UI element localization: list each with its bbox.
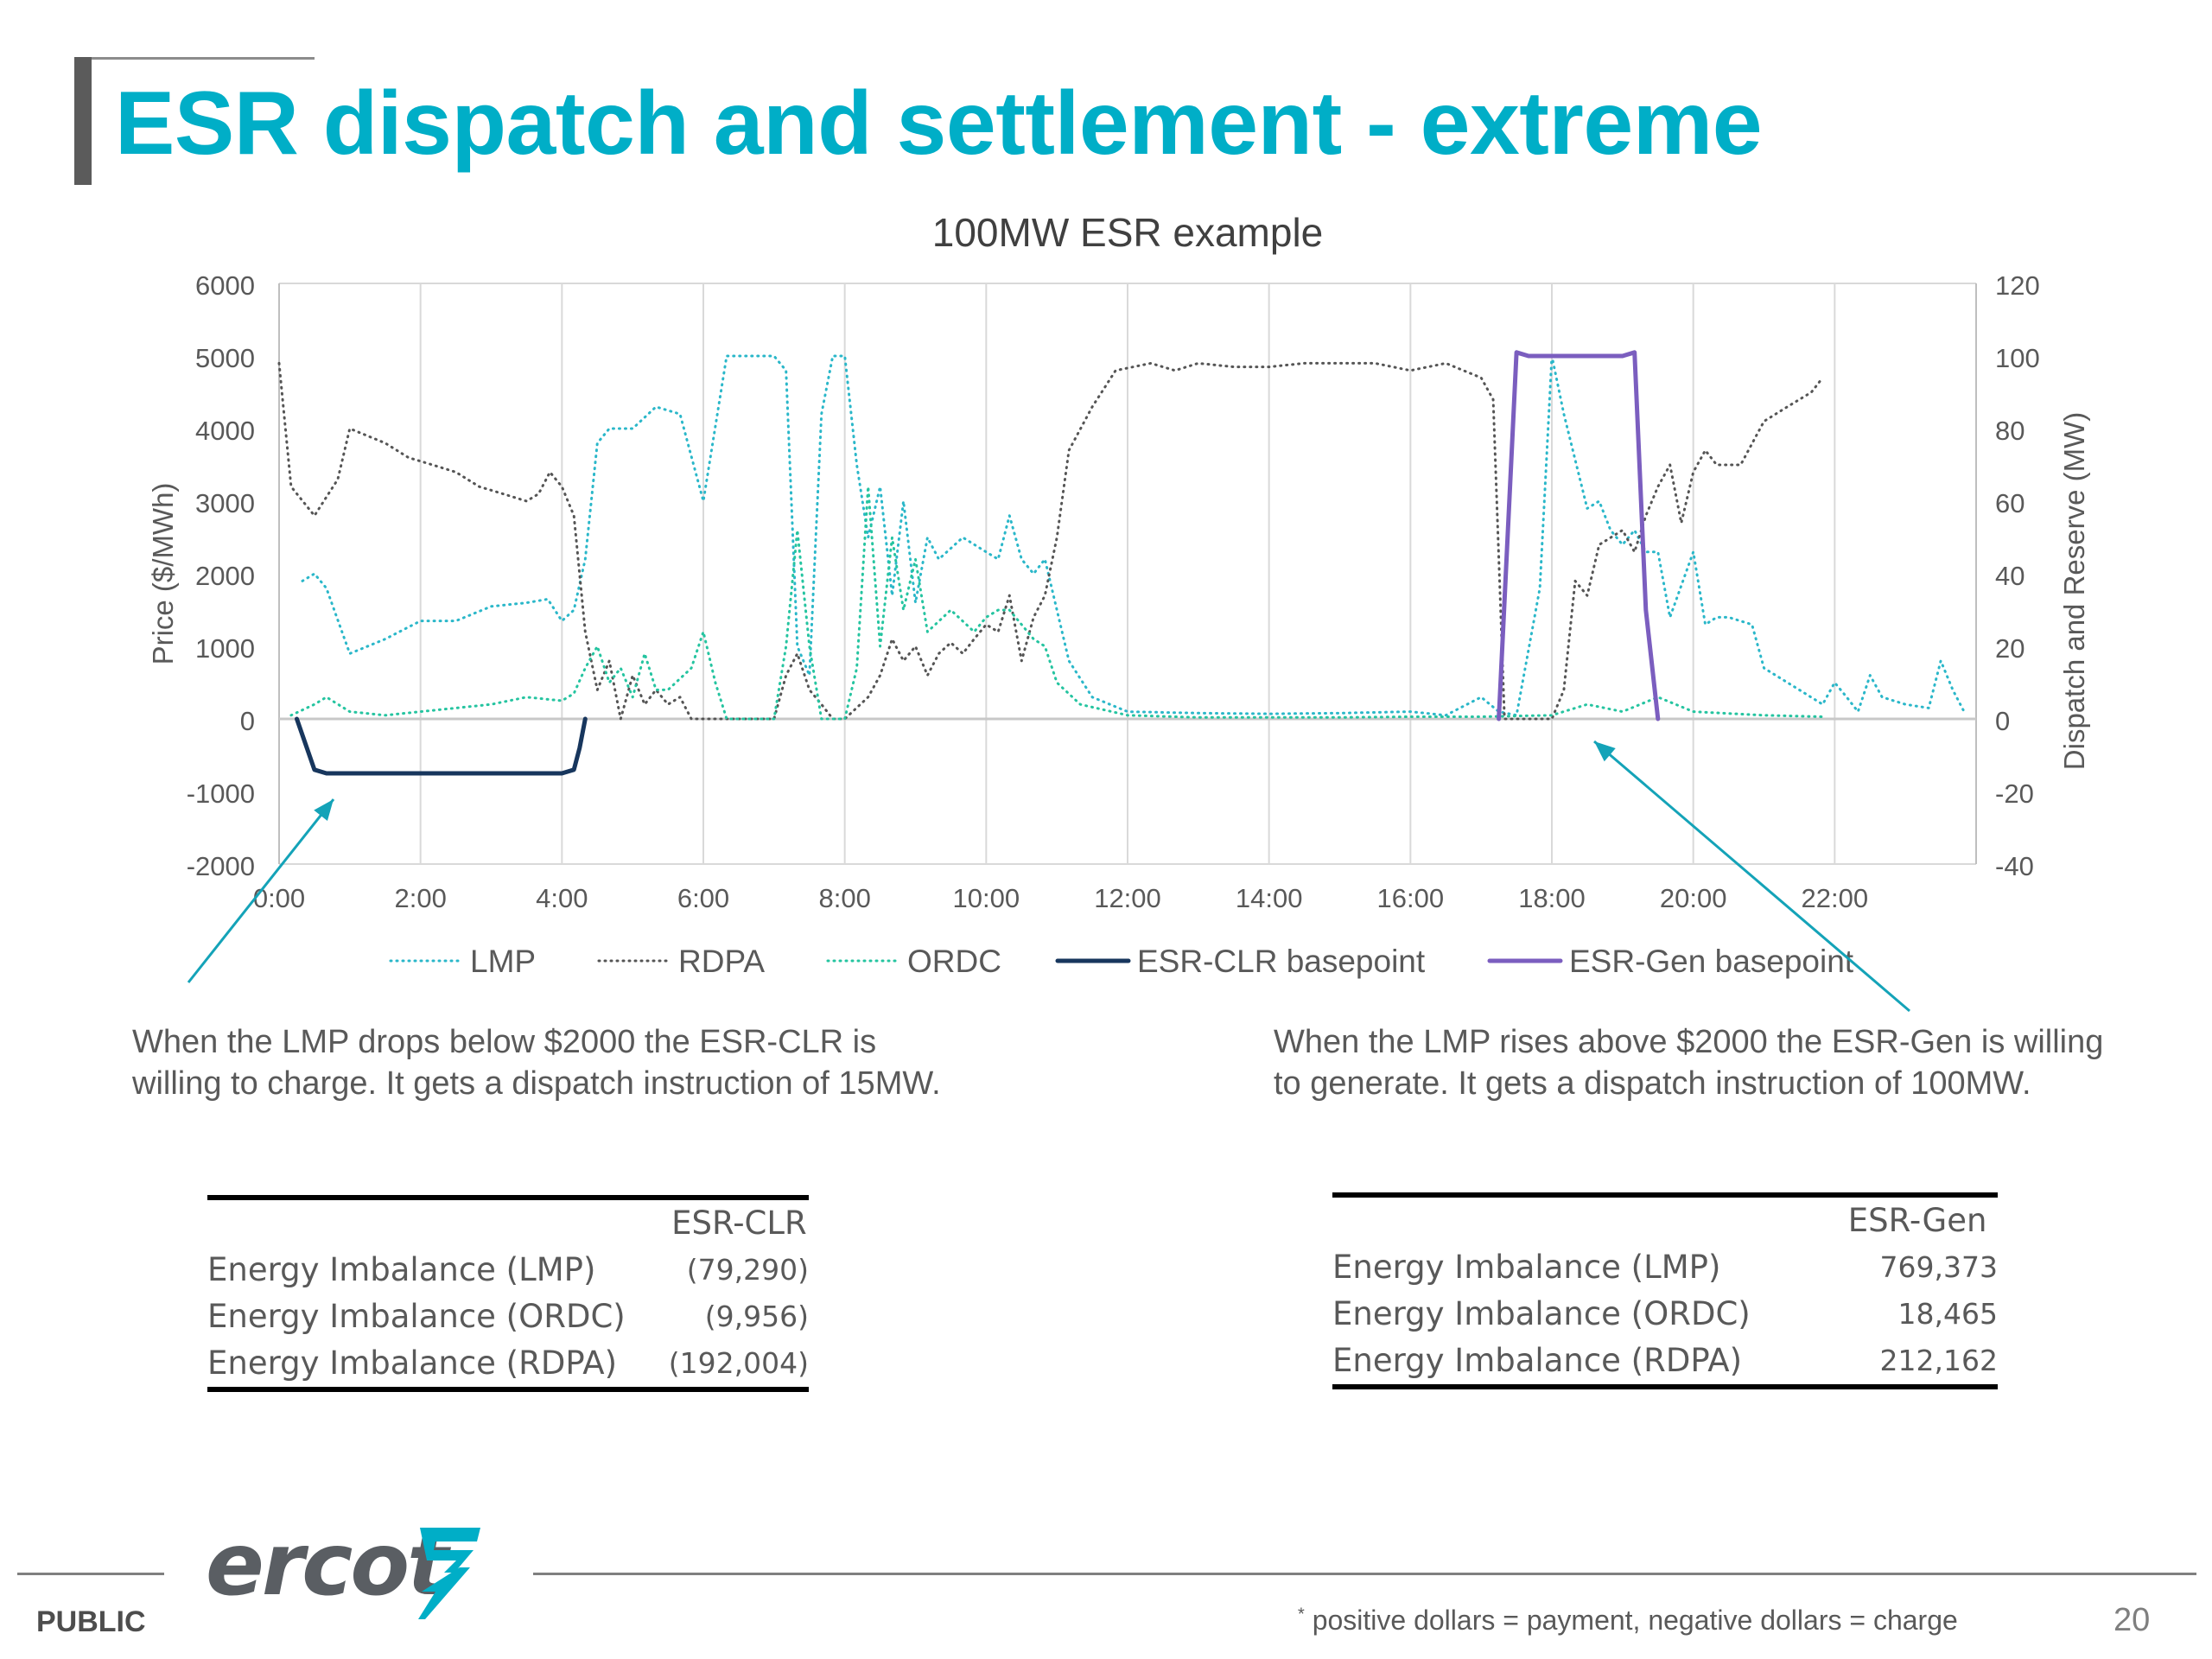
y2-tick-label: 120: [1995, 270, 2040, 301]
footer-classification: PUBLIC: [36, 1605, 146, 1638]
y2-tick-label: -40: [1995, 851, 2034, 881]
legend-label: ESR-CLR basepoint: [1137, 944, 1426, 979]
table-header-row: ESR-Gen: [1332, 1195, 1998, 1244]
legend-label: ESR-Gen basepoint: [1569, 944, 1854, 979]
y-tick-label: -1000: [187, 779, 255, 809]
x-tick-label: 20:00: [1660, 883, 1727, 913]
table-row: Energy Imbalance (ORDC) 18,465: [1332, 1291, 1998, 1338]
legend-label: LMP: [470, 944, 536, 979]
series-line-ordc: [289, 485, 1824, 721]
callout-arrow-right-head: [1594, 741, 1616, 762]
y2-tick-label: 40: [1995, 561, 2024, 591]
y2-axis-label: Dispatch and Reserve (MW): [2058, 412, 2090, 770]
series-line-esr-clr-basepoint: [295, 716, 588, 776]
annotation-left: When the LMP drops below $2000 the ESR-C…: [132, 1021, 941, 1104]
table-row: Energy Imbalance (LMP) 769,373: [1332, 1244, 1998, 1291]
esr-clr-settlement-table: ESR-CLR Energy Imbalance (LMP) (79,290) …: [207, 1195, 809, 1392]
y2-tick-label: 20: [1995, 633, 2024, 664]
row-label: Energy Imbalance (LMP): [207, 1251, 596, 1288]
callout-arrow-left-head: [314, 799, 334, 822]
annotation-right: When the LMP rises above $2000 the ESR-G…: [1274, 1021, 2103, 1104]
x-tick-label: 0:00: [253, 883, 305, 913]
table-header-row: ESR-CLR: [207, 1198, 809, 1247]
title-accent-bar: [74, 57, 92, 185]
row-value: (192,004): [668, 1346, 809, 1380]
slide-title: ESR dispatch and settlement - extreme: [115, 73, 1763, 174]
row-value: 18,465: [1897, 1297, 1998, 1331]
x-tick-label: 8:00: [818, 883, 870, 913]
row-value: (9,956): [704, 1300, 809, 1333]
table-row: Energy Imbalance (RDPA) (192,004): [207, 1340, 809, 1389]
series-line-esr-gen-basepoint: [1497, 350, 1661, 721]
chart-title: 100MW ESR example: [932, 210, 1324, 255]
title-rule: [74, 57, 315, 60]
callout-arrow-right: [1593, 740, 1910, 1013]
y-tick-label: 1000: [195, 633, 255, 664]
table-column-header: ESR-CLR: [671, 1205, 807, 1242]
x-tick-label: 12:00: [1094, 883, 1161, 913]
y-tick-label: 0: [240, 706, 255, 736]
ercot-logo-mark-icon: [418, 1528, 480, 1619]
table-header-spacer: [207, 1198, 635, 1247]
y2-tick-label: 60: [1995, 488, 2024, 518]
y-tick-label: 3000: [195, 488, 255, 518]
x-tick-label: 16:00: [1377, 883, 1445, 913]
y2-tick-label: 100: [1995, 343, 2040, 373]
y2-tick-label: -20: [1995, 779, 2034, 809]
annotation-left-line-2: willing to charge. It gets a dispatch in…: [132, 1065, 941, 1102]
ercot-logo: ercot: [206, 1514, 448, 1615]
table-header-spacer: [1332, 1195, 1802, 1244]
row-label: Energy Imbalance (ORDC): [1332, 1295, 1751, 1332]
y2-tick-label: 0: [1995, 706, 2010, 736]
legend-label: ORDC: [907, 944, 1001, 979]
row-label: Energy Imbalance (LMP): [1332, 1249, 1721, 1286]
footnote: * positive dollars = payment, negative d…: [1298, 1605, 1958, 1637]
x-tick-label: 2:00: [394, 883, 446, 913]
row-label: Energy Imbalance (RDPA): [207, 1344, 618, 1382]
row-value: 769,373: [1879, 1250, 1998, 1284]
table-row: Energy Imbalance (ORDC) (9,956): [207, 1294, 809, 1340]
footnote-text: positive dollars = payment, negative dol…: [1304, 1605, 1958, 1636]
footer-rule-right: [533, 1573, 2196, 1575]
footer-rule-left: [17, 1573, 164, 1575]
footnote-mark: *: [1298, 1605, 1305, 1624]
x-tick-label: 18:00: [1518, 883, 1586, 913]
y-tick-label: 4000: [195, 416, 255, 446]
y-tick-label: 5000: [195, 343, 255, 373]
annotation-right-line-2: to generate. It gets a dispatch instruct…: [1274, 1065, 2031, 1102]
callout-arrow-left: [187, 798, 335, 983]
x-tick-label: 10:00: [953, 883, 1020, 913]
table-row: Energy Imbalance (LMP) (79,290): [207, 1247, 809, 1294]
y2-tick-label: 80: [1995, 416, 2024, 446]
x-tick-label: 22:00: [1802, 883, 1869, 913]
annotation-right-line-1: When the LMP rises above $2000 the ESR-G…: [1274, 1024, 2104, 1060]
x-tick-label: 6:00: [677, 883, 729, 913]
row-label: Energy Imbalance (RDPA): [1332, 1342, 1743, 1379]
row-value: (79,290): [686, 1253, 809, 1287]
x-tick-label: 4:00: [536, 883, 588, 913]
x-tick-label: 14:00: [1236, 883, 1303, 913]
legend-label: RDPA: [678, 944, 765, 979]
esr-gen-settlement-table: ESR-Gen Energy Imbalance (LMP) 769,373 E…: [1332, 1192, 1998, 1389]
row-label: Energy Imbalance (ORDC): [207, 1298, 626, 1335]
y-axis-label: Price ($/MWh): [147, 483, 179, 665]
y-tick-label: -2000: [187, 851, 255, 881]
row-value: 212,162: [1879, 1344, 1998, 1377]
y-tick-label: 6000: [195, 270, 255, 301]
y-tick-label: 2000: [195, 561, 255, 591]
series-line-rdpa: [277, 361, 1824, 721]
table-column-header: ESR-Gen: [1847, 1202, 1987, 1239]
annotation-left-line-1: When the LMP drops below $2000 the ESR-C…: [132, 1024, 877, 1060]
series-line-lmp: [301, 354, 1966, 717]
table-row: Energy Imbalance (RDPA) 212,162: [1332, 1338, 1998, 1387]
page-number: 20: [2113, 1602, 2151, 1638]
